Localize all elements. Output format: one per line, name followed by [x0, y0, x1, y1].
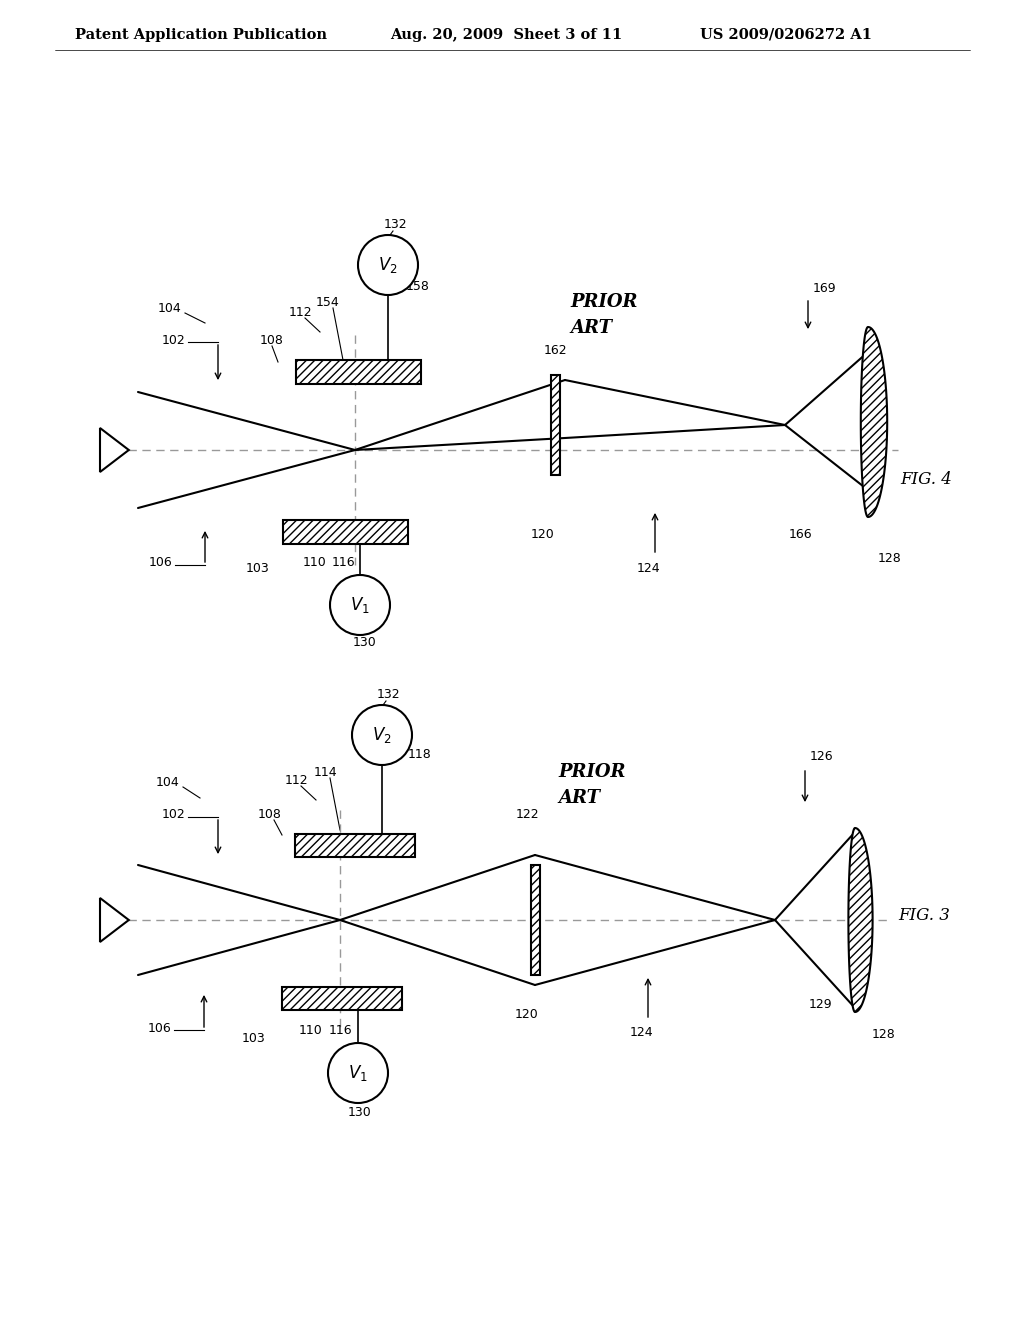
Text: 154: 154 [316, 296, 340, 309]
Text: $V_2$: $V_2$ [372, 725, 392, 744]
Bar [551, 375, 559, 475]
Bar [296, 360, 421, 384]
Text: PRIOR: PRIOR [570, 293, 638, 312]
Text: 130: 130 [353, 635, 377, 648]
Text: 132: 132 [376, 689, 399, 701]
Text: 104: 104 [156, 776, 180, 788]
Text: 103: 103 [242, 1031, 266, 1044]
Text: PRIOR: PRIOR [558, 763, 626, 781]
Text: Aug. 20, 2009  Sheet 3 of 11: Aug. 20, 2009 Sheet 3 of 11 [390, 28, 623, 42]
Bar [530, 865, 540, 975]
Text: 108: 108 [260, 334, 284, 346]
Text: 114: 114 [313, 766, 337, 779]
Text: 124: 124 [636, 561, 659, 574]
Text: US 2009/0206272 A1: US 2009/0206272 A1 [700, 28, 872, 42]
Text: $V_2$: $V_2$ [378, 255, 397, 275]
Text: 106: 106 [148, 557, 172, 569]
Text: ART: ART [570, 319, 612, 337]
Text: Patent Application Publication: Patent Application Publication [75, 28, 327, 42]
Text: 129: 129 [808, 998, 831, 1011]
Bar [296, 360, 421, 384]
Text: 166: 166 [788, 528, 812, 541]
Text: FIG. 4: FIG. 4 [900, 471, 952, 488]
Text: 112: 112 [288, 305, 312, 318]
Text: 130: 130 [348, 1106, 372, 1118]
Text: 162: 162 [543, 343, 567, 356]
Text: FIG. 3: FIG. 3 [898, 907, 950, 924]
Circle shape [328, 1043, 388, 1104]
Polygon shape [861, 327, 887, 517]
Text: 116: 116 [328, 1023, 352, 1036]
Text: 126: 126 [810, 751, 834, 763]
Text: 106: 106 [147, 1022, 171, 1035]
Text: 128: 128 [872, 1028, 896, 1041]
Polygon shape [100, 428, 129, 473]
Text: 132: 132 [383, 219, 407, 231]
Text: ART: ART [558, 789, 600, 807]
Text: 120: 120 [531, 528, 555, 541]
Bar [530, 865, 540, 975]
Bar [283, 520, 408, 544]
Text: 118: 118 [409, 748, 432, 762]
Text: 169: 169 [813, 281, 837, 294]
Text: 120: 120 [515, 1008, 539, 1022]
Bar [282, 986, 402, 1010]
Bar [295, 833, 415, 857]
Polygon shape [100, 898, 129, 942]
Circle shape [358, 235, 418, 294]
Text: $V_1$: $V_1$ [348, 1063, 368, 1082]
Text: 103: 103 [246, 561, 270, 574]
Text: 158: 158 [407, 281, 430, 293]
Circle shape [330, 576, 390, 635]
Bar [283, 520, 408, 544]
Text: 108: 108 [258, 808, 282, 821]
Text: 128: 128 [878, 552, 902, 565]
Bar [282, 986, 402, 1010]
Text: 124: 124 [629, 1026, 653, 1039]
Text: 102: 102 [161, 334, 185, 346]
Text: $V_1$: $V_1$ [350, 595, 370, 615]
Text: 116: 116 [331, 556, 354, 569]
Bar [551, 375, 559, 475]
Bar [295, 833, 415, 857]
Circle shape [352, 705, 412, 766]
Text: 104: 104 [158, 301, 182, 314]
Text: 122: 122 [515, 808, 539, 821]
Polygon shape [849, 828, 872, 1012]
Text: 110: 110 [303, 556, 327, 569]
Text: 102: 102 [161, 808, 185, 821]
Text: 112: 112 [285, 774, 308, 787]
Text: 110: 110 [299, 1023, 323, 1036]
